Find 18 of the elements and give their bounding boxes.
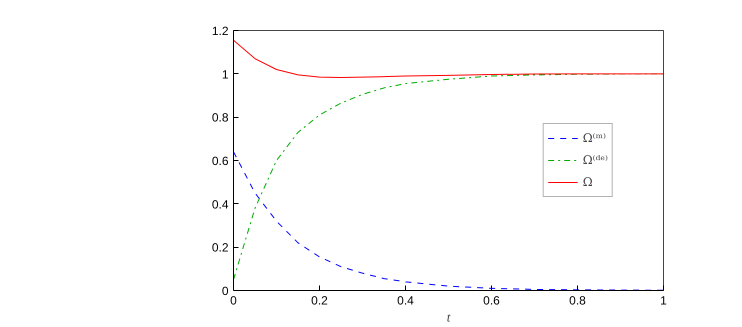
y-tick-label: 0.2 xyxy=(212,240,229,255)
x-tick-label: 1 xyxy=(660,294,668,308)
y-tick-label: 1.2 xyxy=(212,24,229,38)
y-tick-label: 1 xyxy=(222,67,229,82)
line-series xyxy=(234,40,664,78)
x-tick-label: 0.2 xyxy=(311,294,328,308)
legend-label: Ω xyxy=(582,175,594,189)
x-tick-label: 0.8 xyxy=(569,294,586,308)
x-tick-label: 0.6 xyxy=(483,294,500,308)
legend-label: Ω⁽ᵈᵉ⁾ xyxy=(582,153,608,167)
y-tick-label: 0.4 xyxy=(212,197,229,212)
x-axis-title: t xyxy=(446,310,451,324)
x-tick-label: 0 xyxy=(230,294,238,308)
x-tick-label: 0.4 xyxy=(397,294,414,308)
y-tick-label: 0.6 xyxy=(212,154,229,168)
legend-label: Ω⁽ᵐ⁾ xyxy=(582,131,606,145)
y-tick-label: 0.8 xyxy=(212,110,229,125)
y-tick-label: 0 xyxy=(222,284,229,298)
